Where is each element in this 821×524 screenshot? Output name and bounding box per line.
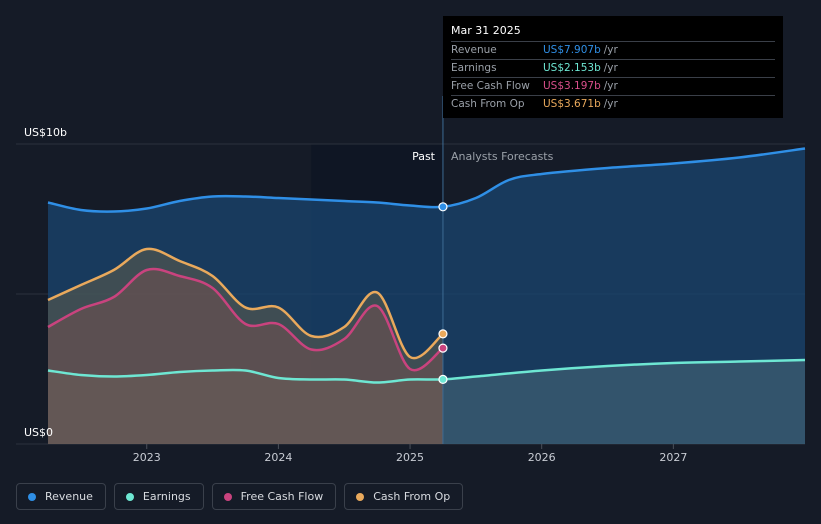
earnings-line [47, 358, 806, 384]
legend-label: Free Cash Flow [240, 490, 324, 503]
tooltip-value: US$7.907b [543, 44, 601, 56]
tooltip-value: US$3.197b [543, 80, 601, 92]
legend-label: Revenue [45, 490, 93, 503]
revenue-dot-icon [28, 492, 36, 501]
tooltip: Mar 31 2025 Revenue US$7.907b /yr Earnin… [443, 16, 783, 118]
tooltip-value: US$3.671b [543, 98, 601, 110]
y-tick-label-bottom: US$0 [24, 426, 53, 439]
x-tick-label: 2027 [659, 451, 687, 464]
revenue-line [47, 147, 806, 213]
tooltip-unit: /yr [603, 98, 618, 110]
x-tick-label: 2024 [264, 451, 292, 464]
revenue-point [438, 202, 448, 212]
earnings-area [48, 360, 805, 444]
cash-from-op-line [47, 247, 444, 360]
legend-item-earnings[interactable]: Earnings [113, 483, 204, 510]
tooltip-label: Revenue [451, 44, 497, 56]
tooltip-row-free-cash-flow: Free Cash Flow US$3.197b /yr [451, 78, 775, 96]
free-cash-flow-area [48, 268, 443, 444]
legend-label: Earnings [142, 490, 191, 503]
free-cash-flow-point [438, 343, 448, 353]
tooltip-unit: /yr [603, 44, 618, 56]
earnings-dot-icon [125, 492, 134, 501]
tooltip-value: US$2.153b [543, 62, 601, 74]
forecast-label: Analysts Forecasts [451, 150, 554, 163]
tooltip-label: Earnings [451, 62, 497, 74]
free-cash-flow-line [47, 267, 444, 372]
tooltip-date: Mar 31 2025 [451, 23, 775, 42]
earnings-point [438, 374, 448, 385]
tooltip-row-earnings: Earnings US$2.153b /yr [451, 60, 775, 78]
cash-from-op-dot-icon [356, 492, 365, 501]
cash-from-op-area [48, 248, 443, 444]
x-tick-label: 2026 [528, 451, 556, 464]
legend-item-free-cash-flow[interactable]: Free Cash Flow [211, 483, 337, 510]
free-cash-flow-dot-icon [223, 492, 232, 501]
legend-item-revenue[interactable]: Revenue [16, 483, 106, 510]
legend-label: Cash From Op [373, 490, 451, 503]
x-tick-label: 2025 [396, 451, 424, 464]
y-tick-label-top: US$10b [24, 126, 67, 139]
tooltip-label: Cash From Op [451, 98, 525, 110]
tooltip-row-cash-from-op: Cash From Op US$3.671b /yr [451, 96, 775, 113]
past-label: Past [412, 150, 436, 163]
legend-item-cash-from-op[interactable]: Cash From Op [344, 483, 464, 510]
legend: Revenue Earnings Free Cash Flow Cash Fro… [16, 483, 464, 510]
tooltip-row-revenue: Revenue US$7.907b /yr [451, 42, 775, 60]
cash-from-op-point [438, 329, 448, 339]
highlight-points [438, 202, 448, 385]
tooltip-unit: /yr [603, 80, 618, 92]
tooltip-label: Free Cash Flow [451, 80, 530, 92]
x-tick-label: 2023 [133, 451, 161, 464]
series-areas [48, 148, 805, 444]
series-lines [47, 147, 806, 384]
x-axis-ticks: 2023 2024 2025 2026 2027 [133, 444, 687, 464]
tooltip-unit: /yr [603, 62, 618, 74]
